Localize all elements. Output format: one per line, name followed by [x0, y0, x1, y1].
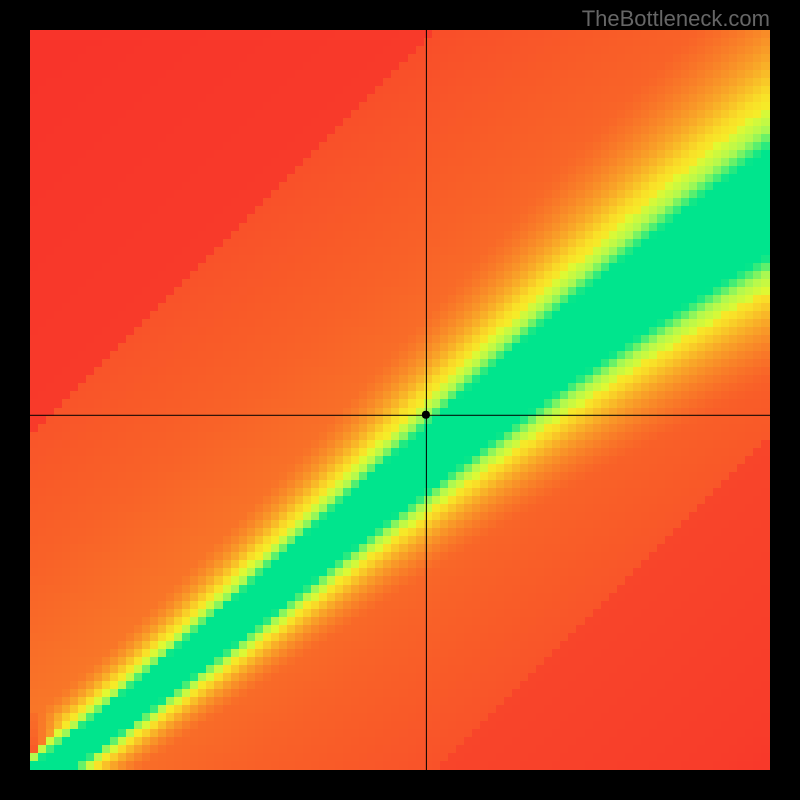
watermark-text: TheBottleneck.com	[582, 6, 770, 32]
heatmap-canvas	[30, 30, 770, 770]
plot-area	[30, 30, 770, 770]
chart-outer: TheBottleneck.com	[0, 0, 800, 800]
